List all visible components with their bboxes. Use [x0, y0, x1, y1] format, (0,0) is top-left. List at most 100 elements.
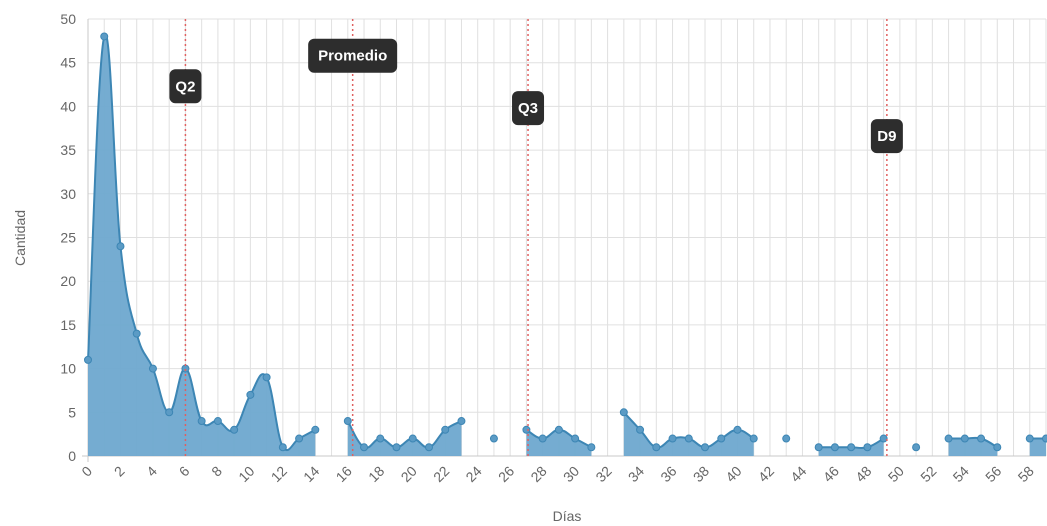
data-point [457, 417, 466, 426]
y-tick-label: 10 [60, 361, 76, 377]
data-point [636, 425, 645, 434]
x-tick-label: 30 [560, 463, 582, 485]
x-tick-label: 4 [143, 463, 160, 480]
y-tick-label: 45 [60, 55, 76, 71]
x-tick-label: 16 [333, 463, 355, 485]
x-tick-label: 58 [1015, 463, 1037, 485]
x-tick-label: 38 [690, 463, 712, 485]
y-axis-title: Cantidad [12, 210, 28, 266]
data-point [197, 417, 206, 426]
annotation-label: Q2 [175, 78, 195, 95]
annotation-label-box [169, 69, 202, 104]
data-point [879, 434, 888, 443]
data-point [538, 434, 547, 443]
data-point [749, 434, 758, 443]
x-tick-label: 36 [657, 463, 679, 485]
data-point [1042, 434, 1047, 443]
data-point [360, 443, 369, 452]
data-point [408, 434, 417, 443]
annotation-label: Promedio [318, 48, 387, 65]
y-tick-label: 25 [60, 230, 76, 246]
data-point [912, 443, 921, 452]
series-area-fill [948, 437, 998, 456]
data-point [944, 434, 953, 443]
data-point [684, 434, 693, 443]
data-point [100, 32, 109, 41]
data-point [717, 434, 726, 443]
x-tick-label: 44 [787, 463, 809, 485]
y-tick-label: 0 [68, 448, 76, 464]
data-point [652, 443, 661, 452]
data-point [376, 434, 385, 443]
x-tick-label: 22 [430, 463, 452, 485]
data-point [343, 417, 352, 426]
x-tick-label: 50 [885, 463, 907, 485]
data-point [230, 425, 239, 434]
data-point [619, 408, 628, 417]
y-tick-label: 20 [60, 273, 76, 289]
x-tick-label: 8 [208, 463, 225, 480]
x-tick-label: 56 [982, 463, 1004, 485]
series-area-fill [88, 34, 316, 456]
x-tick-label: 46 [820, 463, 842, 485]
x-tick-label: 32 [592, 463, 614, 485]
x-tick-label: 18 [365, 463, 387, 485]
y-tick-label: 35 [60, 142, 76, 158]
data-point [830, 443, 839, 452]
x-tick-label: 34 [625, 463, 647, 485]
data-point [701, 443, 710, 452]
series-line [948, 436, 998, 449]
data-point [489, 434, 498, 443]
series-area-fill [347, 421, 462, 456]
data-point [116, 242, 125, 251]
y-tick-label: 15 [60, 317, 76, 333]
data-point [782, 434, 791, 443]
data-point [977, 434, 986, 443]
series-area-fill [526, 429, 592, 456]
y-tick-label: 50 [60, 11, 76, 27]
data-point [960, 434, 969, 443]
x-tick-label: 48 [852, 463, 874, 485]
data-point [213, 417, 222, 426]
x-tick-label: 14 [300, 463, 322, 485]
annotation-label: Q3 [518, 100, 538, 117]
data-point [84, 355, 92, 364]
x-tick-label: 10 [235, 463, 257, 485]
data-point [165, 408, 174, 417]
data-point [863, 443, 872, 452]
x-tick-label: 42 [755, 463, 777, 485]
annotation-label-box [870, 119, 903, 154]
data-point [814, 443, 823, 452]
data-point [295, 434, 304, 443]
data-point [587, 443, 596, 452]
y-tick-label: 30 [60, 186, 76, 202]
data-point [311, 425, 320, 434]
x-axis-title: Días [553, 508, 582, 524]
annotation-label: D9 [877, 128, 896, 145]
series-area-fill [623, 412, 754, 456]
data-point [262, 373, 271, 382]
x-tick-label: 40 [722, 463, 744, 485]
data-point [392, 443, 401, 452]
x-tick-label: 20 [398, 463, 420, 485]
x-tick-label: 0 [78, 463, 95, 480]
annotation-label-box [308, 38, 398, 73]
data-point [132, 329, 141, 338]
data-point [993, 443, 1002, 452]
y-tick-label: 5 [68, 404, 76, 420]
x-tick-label: 12 [268, 463, 290, 485]
data-point [1025, 434, 1034, 443]
x-tick-label: 52 [917, 463, 939, 485]
annotation-label-box [512, 91, 545, 126]
x-tick-label: 24 [462, 463, 484, 485]
data-point [668, 434, 677, 443]
y-tick-label: 40 [60, 98, 76, 114]
x-tick-label: 26 [495, 463, 517, 485]
data-point [424, 443, 433, 452]
data-point [522, 425, 531, 434]
data-point [278, 443, 287, 452]
x-tick-label: 2 [111, 463, 128, 480]
x-tick-label: 6 [176, 463, 193, 480]
